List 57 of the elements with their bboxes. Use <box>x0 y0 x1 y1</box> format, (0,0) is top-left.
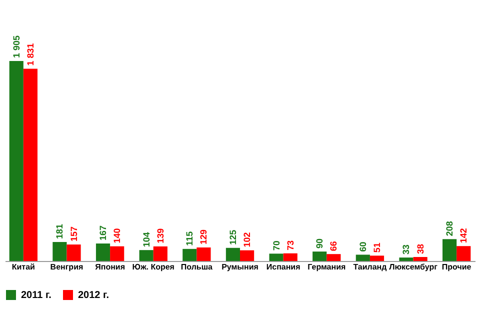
data-label: 167 <box>98 225 108 240</box>
bar <box>442 239 457 261</box>
data-label: 115 <box>184 231 195 246</box>
x-tick-label: Люксембург <box>389 262 438 272</box>
bar <box>356 254 370 261</box>
bar <box>456 246 471 261</box>
data-label: 73 <box>285 240 296 250</box>
bar <box>52 242 67 261</box>
data-label: 33 <box>401 244 412 255</box>
data-label: 51 <box>372 242 382 253</box>
x-tick-label: Румыния <box>222 262 259 272</box>
x-tick-label: Таиланд <box>353 262 387 272</box>
data-label: 1 905 <box>11 35 22 58</box>
data-label: 129 <box>198 229 209 244</box>
x-tick-label: Испания <box>266 262 301 272</box>
data-label: 38 <box>415 244 426 254</box>
data-label: 139 <box>155 228 166 244</box>
x-tick-label: Прочие <box>442 262 472 272</box>
data-label: 66 <box>328 241 339 252</box>
data-label: 208 <box>444 221 455 236</box>
x-tick-label: Китай <box>12 262 36 272</box>
data-label: 157 <box>68 226 79 242</box>
data-label: 60 <box>358 242 368 252</box>
bar <box>153 246 168 261</box>
bar <box>399 258 414 261</box>
bar <box>96 243 110 261</box>
legend-label: 2011 г. <box>21 290 52 301</box>
data-label: 125 <box>228 230 238 245</box>
bar <box>196 247 211 261</box>
bar <box>413 257 428 261</box>
data-label: 1 831 <box>25 43 36 66</box>
legend-label: 2012 г. <box>78 290 110 301</box>
x-tick-label: Польша <box>180 262 214 272</box>
bar <box>269 254 284 261</box>
bar <box>226 248 240 261</box>
bar <box>370 256 384 261</box>
bar <box>110 246 124 261</box>
bar <box>66 244 81 261</box>
data-label: 90 <box>314 238 325 249</box>
data-label: 140 <box>112 228 122 244</box>
bar <box>23 68 38 261</box>
data-label: 181 <box>54 224 65 239</box>
bar <box>182 248 197 261</box>
x-tick-label: Германия <box>308 262 346 272</box>
data-label: 104 <box>141 232 152 248</box>
bar <box>326 254 341 261</box>
data-label: 142 <box>458 228 469 244</box>
data-label: 70 <box>271 240 282 251</box>
bar <box>139 250 154 261</box>
x-tick-label: Юж. Корея <box>132 262 175 272</box>
bar <box>312 252 327 261</box>
x-tick-label: Япония <box>95 262 126 272</box>
data-label: 102 <box>242 232 252 248</box>
bar <box>283 253 298 261</box>
bar <box>9 61 24 261</box>
bar <box>240 250 254 261</box>
x-tick-label: Венгрия <box>50 262 84 272</box>
